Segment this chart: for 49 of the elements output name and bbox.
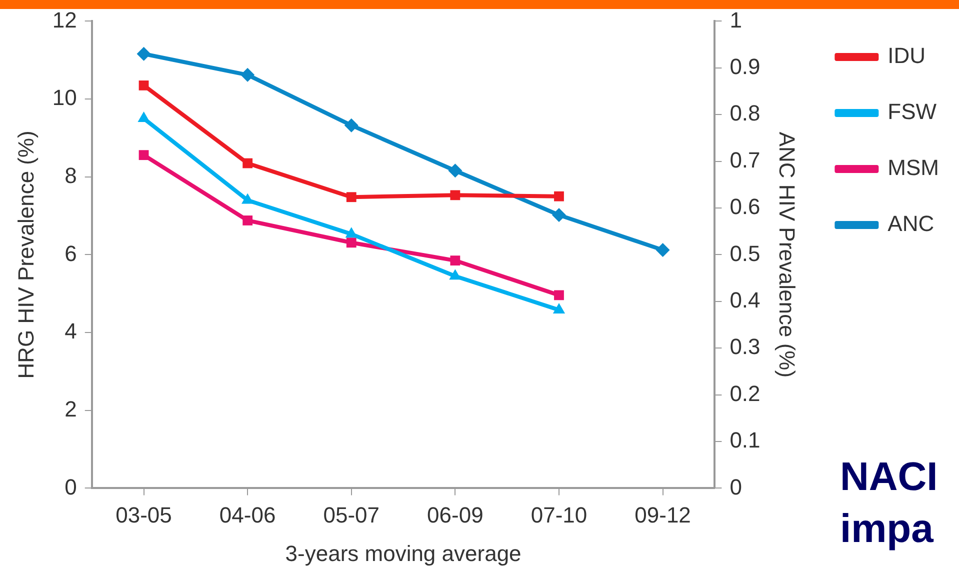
- y2-tick-label: 1: [730, 7, 742, 32]
- y2-tick-label: 0.3: [730, 334, 760, 360]
- y2-tick-label: 0.9: [730, 54, 760, 79]
- text: NACI: [840, 455, 938, 499]
- y2-tick-label: 0.1: [730, 428, 760, 453]
- x-tick-label: 09-12: [634, 502, 691, 528]
- point: [554, 191, 564, 202]
- y-tick-label: 0: [64, 474, 77, 500]
- point: [136, 46, 151, 61]
- point: [346, 238, 356, 248]
- point: [240, 68, 255, 82]
- y-tick-label: 8: [64, 162, 77, 188]
- legend-label: ANC: [888, 211, 934, 236]
- y-tick-label: 12: [52, 7, 77, 32]
- point: [450, 256, 460, 266]
- y2-tick-label: 0.4: [730, 287, 760, 312]
- point: [138, 150, 149, 160]
- point: [450, 190, 460, 200]
- point: [344, 118, 358, 132]
- x-tick-label: 04-06: [219, 502, 276, 528]
- point: [552, 208, 566, 222]
- y2-tick-label: 0.8: [730, 100, 760, 126]
- y2-tick-label: 0.2: [730, 380, 760, 406]
- y-tick-label: 2: [64, 396, 77, 422]
- point: [346, 192, 356, 202]
- x-tick-label: 03-05: [116, 502, 172, 528]
- x-axis-title: 3-years moving average: [285, 540, 522, 566]
- y2-tick-label: 0.5: [730, 240, 760, 266]
- point: [656, 243, 670, 258]
- point: [138, 80, 149, 90]
- y2-tick-label: 0.6: [730, 194, 760, 220]
- point: [242, 216, 253, 226]
- y2-tick-label: 0: [730, 474, 742, 500]
- y-axis-title: HRG HIV Prevalence (%): [13, 130, 38, 379]
- x-tick-label: 07-10: [530, 502, 588, 528]
- y-tick-label: 6: [64, 240, 77, 266]
- point: [554, 290, 564, 300]
- y2-tick-label: 0.7: [730, 147, 760, 172]
- x-tick-label: 06-09: [427, 502, 484, 528]
- text: impa: [840, 507, 934, 551]
- legend-label: IDU: [888, 43, 926, 68]
- y-tick-label: 4: [64, 318, 77, 344]
- point: [242, 158, 253, 168]
- x-tick-label: 05-07: [323, 502, 380, 528]
- point: [448, 164, 462, 178]
- legend-label: MSM: [888, 155, 939, 180]
- legend-label: FSW: [888, 99, 937, 124]
- y-tick-label: 10: [52, 85, 77, 110]
- y2-axis-title: ANC HIV Prevalence (%): [774, 132, 800, 378]
